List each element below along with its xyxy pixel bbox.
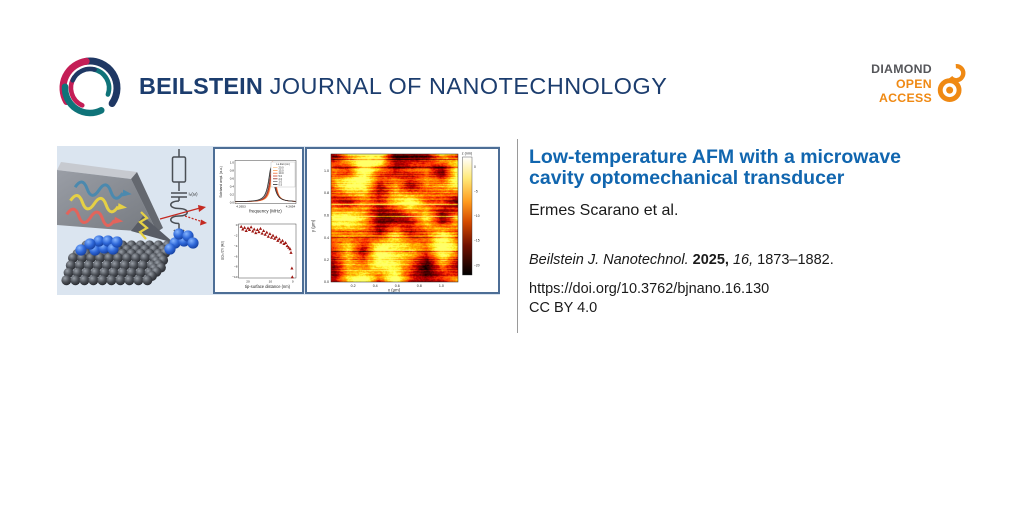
xtick: 0.8	[417, 284, 422, 288]
y-axis-label: y (μm)	[311, 219, 316, 232]
cantilever	[57, 162, 174, 243]
ytick: 0.4	[324, 236, 329, 240]
cbar-tick: −20	[474, 263, 480, 267]
microwave-arrows	[65, 180, 132, 227]
xtick: 20	[246, 279, 250, 283]
article-doi[interactable]: https://doi.org/10.3762/bjnano.16.130	[529, 281, 770, 297]
citation-journal: Beilstein J. Nanotechnol.	[529, 252, 689, 268]
ytick: −2	[234, 234, 238, 238]
ytick: 1.0	[324, 169, 329, 173]
ytick: 0.0	[230, 201, 235, 205]
legend-entry: 2.0	[279, 177, 283, 181]
cbar-tick: −10	[474, 214, 480, 218]
legend: t-s dist (nm) 20.0 15.0 10.0 5.0 2.0 1.0	[270, 161, 296, 188]
ytick: 0.4	[230, 185, 235, 189]
access-label: ACCESS	[878, 91, 932, 105]
cbar-tick: −15	[474, 239, 480, 243]
journal-wordmark: BEILSTEIN JOURNAL OF NANOTECHNOLOGY	[139, 73, 667, 100]
y-axis-label: ΔΩₘ/2π (Hz)	[221, 241, 225, 260]
legend-entry: 20.0	[279, 166, 285, 170]
cbar-tick: 0	[474, 165, 476, 169]
graphical-abstract: I₀(ω)	[57, 146, 500, 295]
open-access-badge: DIAMOND OPEN ACCESS	[871, 62, 932, 106]
legend-entry: 15.0	[279, 168, 285, 172]
article-authors: Ermes Scarano et al.	[529, 202, 679, 219]
colorbar: z (nm) 0 −5 −10 −15 −20	[462, 152, 480, 276]
x-axis-label: frequency (MHz)	[249, 209, 282, 214]
legend-entry: 1.0	[279, 180, 283, 184]
legend-entry: 10.0	[279, 171, 285, 175]
article-title-line2: cavity optomechanical transducer	[529, 167, 845, 189]
xtick: 0.4	[373, 284, 378, 288]
citation-year: 2025,	[692, 252, 729, 268]
xtick: 0.6	[395, 284, 400, 288]
diamond-label: DIAMOND	[871, 62, 932, 76]
article-title-line1: Low-temperature AFM with a microwave	[529, 146, 902, 168]
ytick: 0.2	[230, 193, 235, 197]
x-axis-label: x (μm)	[388, 288, 401, 292]
topography-panel: 1.0 0.8 0.6 0.4 0.2 0.0 0.2 0.4 0.6 0.8 …	[305, 147, 500, 294]
citation-volume: 16,	[732, 252, 754, 268]
topography-axes: 1.0 0.8 0.6 0.4 0.2 0.0 0.2 0.4 0.6 0.8 …	[311, 152, 480, 292]
legend-entry: 5.0	[279, 174, 283, 178]
ytick: 0.6	[230, 177, 235, 181]
article-citation: Beilstein J. Nanotechnol. 2025, 16, 1873…	[529, 252, 834, 268]
article-title: Low-temperature AFM with a microwave cav…	[529, 147, 1007, 189]
ytick: 0.6	[324, 214, 329, 218]
ytick: 0.0	[324, 280, 329, 284]
ytick: 0.8	[324, 191, 329, 195]
xtick: 0.2	[351, 284, 356, 288]
y-axis-label: Sideband ampl. (a.u.)	[219, 166, 223, 198]
xtick: 4.2654	[286, 204, 296, 208]
ytick: −10	[232, 275, 238, 279]
ytick: 0.2	[324, 258, 329, 262]
open-label: OPEN	[895, 76, 932, 91]
ytick: −6	[234, 254, 238, 258]
tip-signal-zigzag	[138, 211, 149, 240]
xtick: 1.0	[439, 284, 444, 288]
journal-wordmark-rest: JOURNAL OF NANOTECHNOLOGY	[269, 73, 668, 99]
ytick: 0.8	[230, 169, 235, 173]
article-license: CC BY 4.0	[529, 300, 598, 316]
ytick: 1.0	[230, 161, 235, 165]
open-access-lock-icon	[937, 63, 966, 102]
afm-topography-canvas	[331, 154, 458, 282]
legend-title: t-s dist (nm)	[276, 162, 290, 166]
journal-wordmark-bold: BEILSTEIN	[139, 73, 263, 99]
colorbar-label: z (nm)	[462, 152, 472, 156]
sample-lattice	[61, 228, 199, 286]
frequency-plot: 1.0 0.8 0.6 0.4 0.2 0.0 4.2653 4.2654 fr…	[219, 160, 297, 214]
spectra-plots: 1.0 0.8 0.6 0.4 0.2 0.0 4.2653 4.2654 fr…	[219, 160, 297, 289]
beilstein-logo-icon	[59, 57, 121, 117]
circuit-label: I₀(ω)	[189, 192, 199, 197]
xtick: 0	[292, 279, 294, 283]
citation-pages: 1873–1882.	[757, 252, 834, 268]
x-axis-label: tip-surface distance (nm)	[245, 284, 291, 289]
legend-entry: 0.5	[279, 182, 283, 186]
distance-plot: 0 −2 −4 −6 −8 −10 20 10 0 tip-surface di…	[221, 223, 297, 289]
ytick: −4	[234, 244, 238, 248]
spectra-panel: 1.0 0.8 0.6 0.4 0.2 0.0 4.2653 4.2654 fr…	[213, 147, 304, 294]
ytick: −8	[234, 265, 238, 269]
cbar-tick: −5	[474, 190, 478, 194]
afm-illustration: I₀(ω)	[57, 149, 207, 286]
ytick: 0	[236, 223, 238, 227]
divider	[517, 139, 518, 333]
xtick: 10	[269, 279, 273, 283]
xtick: 4.2653	[236, 204, 246, 208]
circuit-diagram: I₀(ω)	[159, 149, 207, 238]
